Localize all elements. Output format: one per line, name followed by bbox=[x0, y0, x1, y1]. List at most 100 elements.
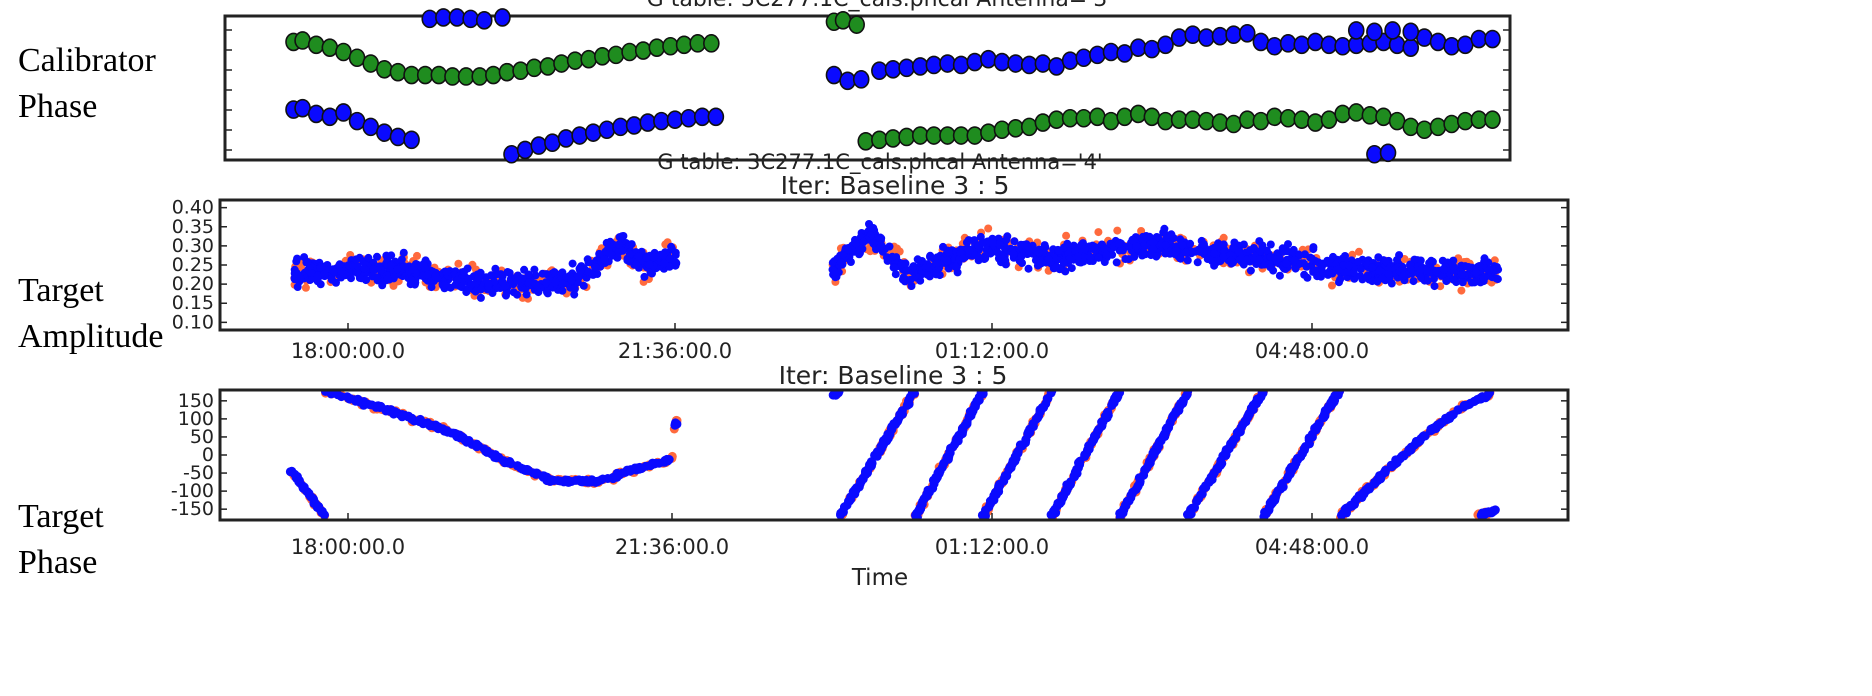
data-point bbox=[321, 107, 339, 127]
data-point bbox=[1419, 431, 1429, 441]
data-point bbox=[1186, 507, 1195, 517]
data-point bbox=[1156, 436, 1166, 446]
data-point bbox=[435, 8, 452, 27]
data-point bbox=[557, 129, 575, 148]
data-points bbox=[290, 220, 1503, 303]
data-point bbox=[621, 42, 638, 62]
data-point bbox=[1097, 417, 1107, 427]
data-point bbox=[861, 469, 871, 479]
data-point bbox=[1128, 487, 1138, 497]
data-point bbox=[875, 233, 884, 242]
data-point bbox=[1089, 107, 1106, 127]
data-point bbox=[1102, 111, 1120, 131]
data-point bbox=[294, 476, 304, 485]
x-tick-label: 21:36:00.0 bbox=[615, 535, 729, 559]
data-point bbox=[1399, 271, 1408, 280]
data-point bbox=[458, 433, 468, 443]
data-point bbox=[1459, 400, 1469, 410]
data-point bbox=[389, 281, 398, 290]
data-point bbox=[856, 477, 866, 487]
data-point bbox=[642, 253, 651, 262]
data-point bbox=[980, 49, 997, 69]
x-tick-label: 04:48:00.0 bbox=[1255, 535, 1369, 559]
chart-title: Iter: Baseline 3 : 5 bbox=[779, 361, 1008, 390]
data-point bbox=[1361, 106, 1379, 125]
x-axis-label: Time bbox=[851, 565, 908, 591]
data-point bbox=[1266, 36, 1283, 56]
row-label-line: Calibrator bbox=[18, 42, 156, 79]
data-point bbox=[616, 233, 625, 242]
data-point bbox=[1456, 35, 1474, 55]
data-point bbox=[942, 256, 951, 265]
data-point bbox=[1130, 252, 1139, 261]
data-point bbox=[1336, 275, 1345, 284]
data-point bbox=[1048, 110, 1065, 129]
data-point bbox=[1211, 26, 1229, 46]
data-point bbox=[490, 451, 500, 461]
data-point bbox=[548, 475, 558, 485]
data-point bbox=[1307, 254, 1316, 263]
data-point bbox=[1234, 426, 1244, 436]
data-point bbox=[1225, 25, 1242, 45]
data-point bbox=[1034, 113, 1052, 132]
y-tick-label: 0.20 bbox=[172, 273, 214, 295]
data-point bbox=[576, 267, 585, 276]
data-point bbox=[533, 281, 542, 290]
data-point bbox=[584, 476, 594, 486]
data-point bbox=[1139, 248, 1148, 257]
data-point bbox=[1422, 266, 1431, 275]
data-point bbox=[984, 224, 993, 233]
data-point bbox=[1429, 117, 1447, 137]
data-point bbox=[307, 35, 325, 55]
data-point bbox=[471, 67, 489, 86]
data-point bbox=[335, 103, 352, 122]
data-point bbox=[1061, 108, 1079, 128]
data-point bbox=[1439, 265, 1448, 274]
data-point bbox=[1356, 272, 1365, 280]
x-tick-label: 01:12:00.0 bbox=[935, 535, 1049, 559]
data-point bbox=[703, 34, 720, 53]
data-point bbox=[584, 123, 602, 142]
data-point bbox=[423, 270, 432, 279]
data-point bbox=[960, 420, 970, 430]
data-point bbox=[1063, 239, 1072, 248]
data-point bbox=[1002, 236, 1011, 245]
data-point bbox=[1170, 28, 1188, 47]
data-point bbox=[1436, 282, 1445, 291]
data-point bbox=[353, 396, 363, 406]
data-point bbox=[1375, 267, 1384, 275]
data-point bbox=[1176, 235, 1185, 244]
data-point bbox=[944, 248, 953, 256]
y-tick-label: 100 bbox=[178, 408, 214, 430]
data-point bbox=[996, 241, 1004, 249]
data-point bbox=[1266, 253, 1275, 262]
data-point bbox=[1238, 23, 1256, 43]
data-point bbox=[353, 262, 362, 271]
data-point bbox=[1219, 240, 1228, 249]
data-point bbox=[1157, 111, 1174, 131]
data-point bbox=[899, 273, 908, 282]
data-point bbox=[584, 258, 593, 267]
data-point bbox=[1161, 241, 1170, 250]
data-point bbox=[1484, 110, 1501, 129]
data-point bbox=[1114, 239, 1123, 248]
data-point bbox=[1354, 257, 1362, 266]
data-point bbox=[1366, 144, 1383, 164]
data-point bbox=[290, 469, 300, 479]
data-point bbox=[1275, 253, 1284, 262]
data-point bbox=[925, 263, 933, 272]
data-point bbox=[360, 264, 368, 273]
data-point bbox=[1018, 241, 1027, 249]
data-point bbox=[1490, 256, 1499, 265]
data-point bbox=[531, 468, 541, 478]
data-point bbox=[332, 278, 340, 287]
data-point bbox=[1458, 278, 1467, 287]
x-tick-label: 01:12:00.0 bbox=[935, 339, 1049, 363]
data-point bbox=[383, 274, 392, 283]
data-point bbox=[1260, 509, 1270, 519]
data-point bbox=[1406, 260, 1415, 269]
data-point bbox=[1186, 239, 1195, 248]
data-point bbox=[306, 492, 316, 502]
data-point bbox=[1084, 444, 1094, 454]
data-point bbox=[648, 38, 666, 57]
